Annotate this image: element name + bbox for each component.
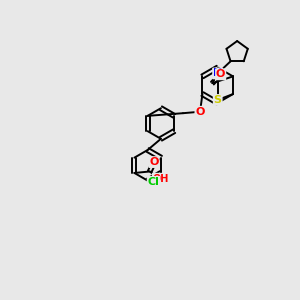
Text: O: O [149,157,159,167]
Text: O: O [195,107,205,117]
Text: Cl: Cl [148,177,160,187]
Text: S: S [214,95,222,105]
Text: N: N [213,68,222,78]
Text: O: O [216,69,225,79]
Text: OH: OH [153,174,169,184]
